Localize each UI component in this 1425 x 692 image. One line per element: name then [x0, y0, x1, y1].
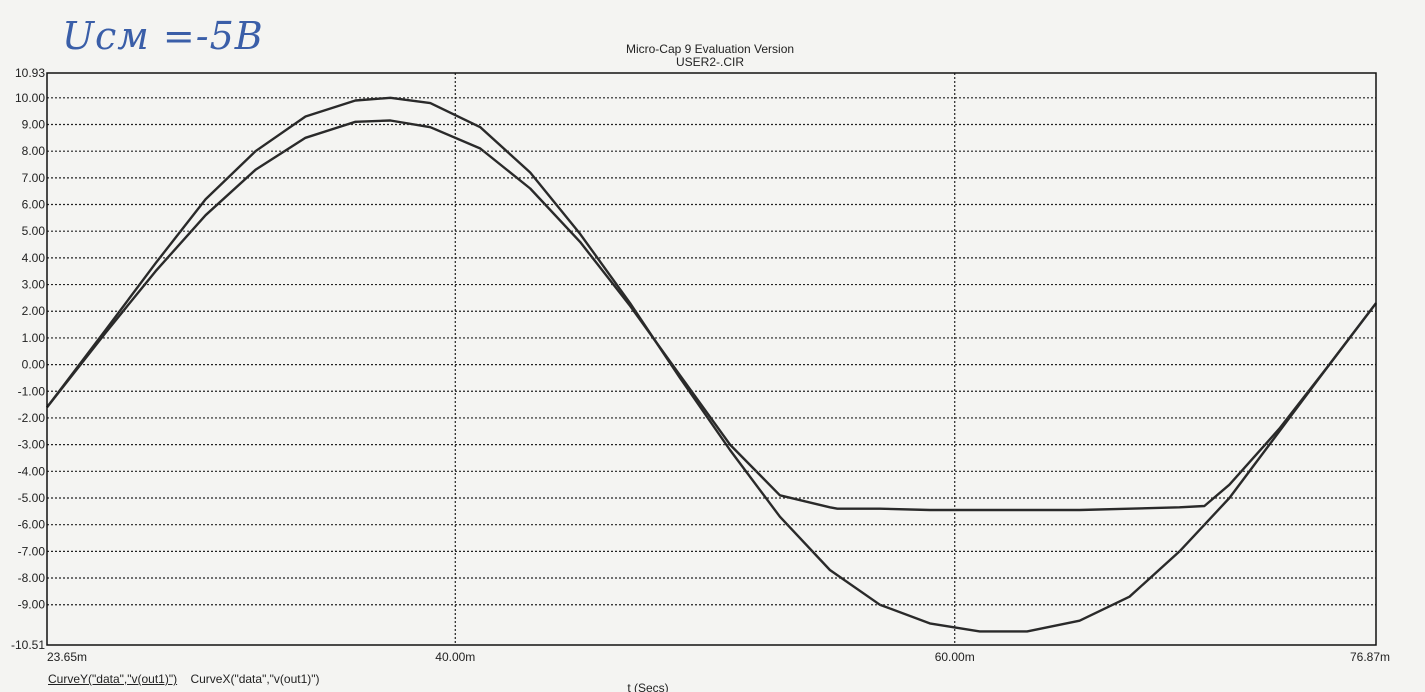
- series-layer: [46, 96, 1377, 633]
- y-tick-label: -8.00: [18, 571, 46, 585]
- x-axis-label: t (Secs): [627, 681, 668, 692]
- x-tick-label: 60.00m: [935, 650, 975, 664]
- y-tick-label: 9.00: [22, 117, 46, 131]
- y-tick-label: -5.00: [18, 491, 46, 505]
- y-tick-label: 0.00: [22, 358, 46, 372]
- series-line-1: [46, 96, 1377, 633]
- grid: [47, 73, 1376, 645]
- x-tick-label: 76.87m: [1350, 650, 1390, 664]
- y-tick-label: 10.00: [15, 91, 45, 105]
- handwritten-note: Uсм =-5В: [62, 14, 264, 58]
- x-tick-label: 23.65m: [47, 650, 87, 664]
- y-tick-label: -3.00: [18, 438, 46, 452]
- legend-entry-curve-x: CurveX("data","v(out1)"): [190, 672, 320, 686]
- chart-subtitle: USER2-.CIR: [675, 55, 744, 69]
- y-tick-label: 1.00: [22, 331, 46, 345]
- series-line-2: [46, 119, 1377, 512]
- y-tick-label: 8.00: [22, 144, 46, 158]
- y-axis-ticks: 10.93 10.00 9.00 8.00 7.00 6.00 5.00 4.00 3.00 2.…: [11, 66, 45, 652]
- y-tick-label: -6.00: [18, 518, 46, 532]
- legend-entry-curve-y: CurveY("data","v(out1)"): [48, 672, 178, 686]
- chart-title: Micro-Cap 9 Evaluation Version: [625, 42, 795, 56]
- y-tick-label: 10.93: [15, 66, 45, 80]
- y-tick-label: 2.00: [22, 304, 46, 318]
- y-tick-label: -7.00: [18, 544, 46, 558]
- chart-title-block: Micro-Cap 9 Evaluation Version USER2-.CI…: [560, 43, 860, 69]
- x-tick-label: 40.00m: [435, 650, 475, 664]
- legend: CurveY("data","v(out1)") CurveX("data","…: [48, 672, 320, 686]
- y-tick-label: 4.00: [22, 251, 46, 265]
- y-tick-label: -1.00: [18, 384, 46, 398]
- y-tick-label: -10.51: [11, 638, 45, 652]
- y-tick-label: 5.00: [22, 224, 46, 238]
- y-tick-label: 7.00: [22, 171, 46, 185]
- y-tick-label: 6.00: [22, 198, 46, 212]
- y-tick-label: -9.00: [18, 598, 46, 612]
- y-tick-label: -4.00: [18, 464, 46, 478]
- y-tick-label: 3.00: [22, 278, 46, 292]
- plot-frame: [46, 72, 1377, 646]
- x-axis-ticks: 23.65m 40.00m 60.00m 76.87m: [47, 650, 1390, 664]
- y-tick-label: -2.00: [18, 411, 46, 425]
